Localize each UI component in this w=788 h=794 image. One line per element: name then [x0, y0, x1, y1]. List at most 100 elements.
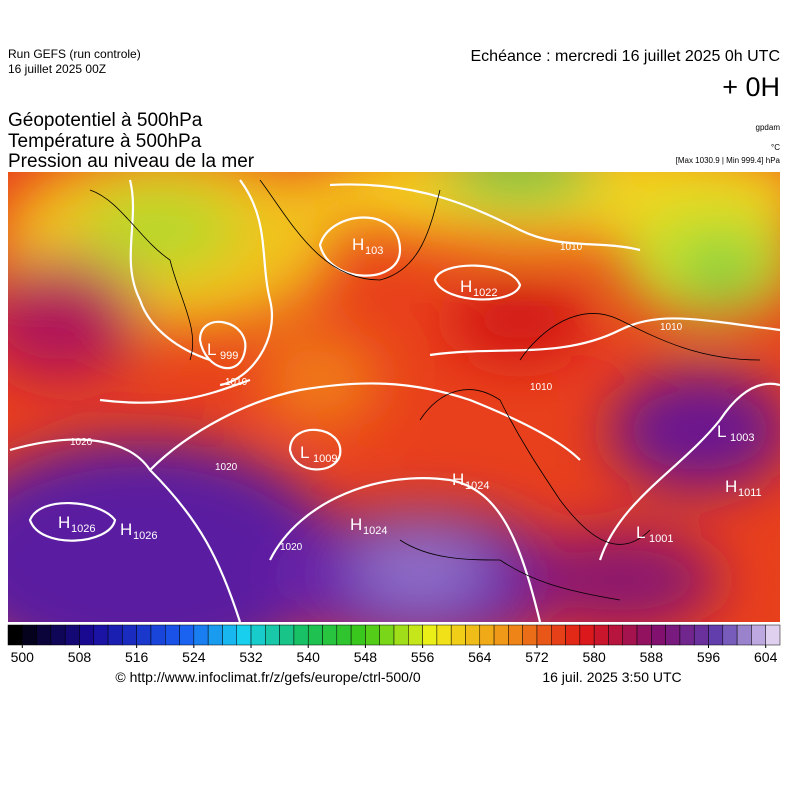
color-swatch	[436, 624, 452, 646]
center-letter: H	[120, 520, 132, 539]
colorbar-tick-label: 580	[582, 649, 606, 665]
layer: Géopotentiel à 500hPa	[8, 110, 203, 131]
color-swatch	[265, 624, 280, 646]
center-letter: H	[350, 515, 362, 534]
color-swatch	[207, 624, 223, 646]
center-value: 103	[365, 245, 383, 257]
color-swatch	[665, 624, 681, 646]
colorbar-tick-label: 596	[697, 649, 721, 665]
color-swatch	[551, 624, 566, 646]
color-swatch	[36, 624, 52, 646]
color-swatch	[136, 624, 152, 646]
center-value: 1024	[465, 480, 489, 492]
run-date: 16 juillet 2025 00Z	[8, 62, 106, 76]
unit: [Max 1030.9 | Min 999.4] hPa	[676, 156, 781, 165]
colorbar-tick-label: 516	[125, 649, 149, 665]
center-letter: H	[452, 470, 464, 489]
color-swatch	[93, 624, 109, 646]
color-swatch	[307, 624, 323, 646]
footer-date: 16 juil. 2025 3:50 UTC	[542, 669, 681, 685]
color-swatch	[722, 624, 738, 646]
color-swatch	[250, 624, 266, 646]
center-value: 1022	[473, 287, 497, 299]
center-value: 1026	[71, 523, 95, 535]
isobar-label: 1020	[70, 437, 93, 448]
color-swatch	[450, 624, 466, 646]
color-swatch	[751, 624, 766, 646]
center-value: 1009	[313, 453, 337, 465]
color-swatch	[279, 624, 295, 646]
color-swatch	[236, 624, 252, 646]
center-letter: L	[207, 340, 216, 359]
color-swatch	[622, 624, 638, 646]
center-letter: L	[636, 523, 645, 542]
colorbar-tick-label: 564	[468, 649, 492, 665]
color-swatch	[50, 624, 66, 646]
color-swatch	[322, 624, 338, 646]
isobar-label: 1010	[660, 322, 683, 333]
color-swatch	[636, 624, 652, 646]
color-swatch	[336, 624, 352, 646]
color-swatch	[150, 624, 166, 646]
color-swatch	[222, 624, 237, 646]
isobar-label: 1020	[280, 542, 303, 553]
color-swatch	[293, 624, 309, 646]
color-swatch	[422, 624, 438, 646]
center-letter: H	[725, 477, 737, 496]
color-swatch	[508, 624, 523, 646]
colorbar-tick-label: 532	[239, 649, 263, 665]
colorbar-tick-label: 508	[68, 649, 92, 665]
color-swatch	[193, 624, 209, 646]
center-value: 1003	[730, 432, 754, 444]
color-swatch	[736, 624, 752, 646]
colorbar-tick-label: 500	[11, 649, 35, 665]
layer: Pression au niveau de la mer	[8, 151, 255, 172]
center-value: 1026	[133, 530, 157, 542]
color-swatch	[365, 624, 380, 646]
color-swatch	[22, 624, 37, 646]
color-swatch	[765, 624, 781, 646]
colorbar-tick-label: 572	[525, 649, 549, 665]
center-letter: H	[58, 513, 70, 532]
unit: °C	[771, 143, 780, 152]
color-swatch	[608, 624, 623, 646]
color-swatch	[107, 624, 123, 646]
echeance: Echéance : mercredi 16 juillet 2025 0h U…	[471, 48, 781, 65]
color-swatch	[379, 624, 395, 646]
center-value: 1001	[649, 533, 673, 545]
color-swatch	[593, 624, 609, 646]
colorbar-tick-label: 524	[182, 649, 206, 665]
color-swatch	[693, 624, 709, 646]
isobar-label: 1010	[560, 242, 583, 253]
center-letter: H	[352, 235, 364, 254]
color-swatch	[522, 624, 538, 646]
isobar-label: 1010	[225, 377, 248, 388]
color-swatch	[165, 624, 180, 646]
center-value: 1011	[738, 487, 762, 499]
color-swatch	[350, 624, 366, 646]
offset: + 0H	[722, 72, 780, 102]
color-swatch	[393, 624, 409, 646]
center-letter: L	[300, 443, 309, 462]
footer-url: © http://www.infoclimat.fr/z/gefs/europe…	[115, 669, 420, 685]
unit: gpdam	[756, 123, 781, 132]
color-swatch	[79, 624, 95, 646]
colorbar-tick-label: 540	[297, 649, 321, 665]
colorbar-tick-label: 548	[354, 649, 378, 665]
color-swatch	[408, 624, 423, 646]
color-swatch	[465, 624, 481, 646]
colorbar-tick-label: 588	[640, 649, 664, 665]
color-swatch	[579, 624, 595, 646]
color-swatch	[536, 624, 552, 646]
center-letter: H	[460, 277, 472, 296]
center-value: 999	[220, 350, 238, 362]
center-value: 1024	[363, 525, 387, 537]
color-swatch	[651, 624, 666, 646]
color-swatch	[64, 624, 80, 646]
run-label: Run GEFS (run controle)	[8, 47, 141, 61]
colorbar-tick-label: 556	[411, 649, 435, 665]
color-swatch	[679, 624, 695, 646]
color-swatch	[708, 624, 724, 646]
colorbar-tick-label: 604	[754, 649, 778, 665]
